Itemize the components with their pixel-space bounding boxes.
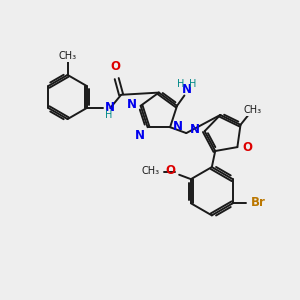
Text: N: N (173, 120, 183, 133)
Text: H: H (177, 79, 184, 89)
Text: H: H (105, 110, 112, 119)
Text: CH₃: CH₃ (142, 166, 160, 176)
Text: N: N (135, 129, 145, 142)
Text: CH₃: CH₃ (243, 105, 261, 115)
Text: Br: Br (251, 196, 266, 209)
Text: O: O (166, 164, 176, 177)
Text: N: N (105, 101, 115, 114)
Text: N: N (182, 82, 192, 95)
Text: N: N (190, 123, 200, 136)
Text: H: H (189, 79, 196, 89)
Text: O: O (243, 141, 253, 154)
Text: O: O (110, 60, 120, 73)
Text: N: N (127, 98, 137, 111)
Text: CH₃: CH₃ (58, 51, 76, 62)
